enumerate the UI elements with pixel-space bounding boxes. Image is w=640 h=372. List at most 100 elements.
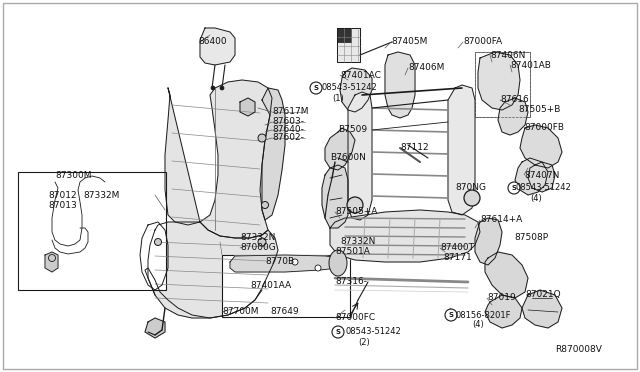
Text: 87401AC: 87401AC [340, 71, 381, 80]
Polygon shape [337, 28, 360, 62]
Text: 87501A: 87501A [335, 247, 370, 257]
Polygon shape [478, 52, 520, 110]
Text: 87012: 87012 [48, 190, 77, 199]
Circle shape [211, 86, 215, 90]
Text: 87614+A: 87614+A [480, 215, 522, 224]
Text: B7600N: B7600N [330, 154, 366, 163]
Text: B7509: B7509 [338, 125, 367, 135]
Bar [222, 255, 350, 317]
Text: R870008V: R870008V [555, 346, 602, 355]
Polygon shape [475, 218, 502, 265]
Text: 87112: 87112 [400, 144, 429, 153]
Text: 08543-51242: 08543-51242 [345, 327, 401, 337]
Text: 87649: 87649 [270, 308, 299, 317]
Polygon shape [322, 165, 348, 228]
Circle shape [258, 134, 266, 142]
Text: 87603-: 87603- [272, 118, 304, 126]
Polygon shape [498, 98, 528, 135]
Text: 87000G: 87000G [240, 244, 276, 253]
Text: 87407N: 87407N [524, 170, 559, 180]
Text: S: S [449, 312, 454, 318]
Text: S: S [335, 329, 340, 335]
Polygon shape [330, 210, 480, 262]
Polygon shape [148, 222, 278, 318]
Circle shape [258, 238, 266, 246]
Text: 87616: 87616 [500, 96, 529, 105]
Polygon shape [140, 222, 168, 290]
Circle shape [262, 202, 269, 208]
Text: 87300M: 87300M [55, 170, 92, 180]
Polygon shape [325, 128, 355, 170]
Polygon shape [515, 158, 548, 195]
Polygon shape [520, 125, 562, 168]
Text: 87405M: 87405M [391, 38, 428, 46]
Bar [18, 172, 166, 290]
Circle shape [347, 197, 363, 213]
Text: (1): (1) [332, 93, 344, 103]
Polygon shape [165, 80, 272, 238]
Circle shape [310, 82, 322, 94]
Text: 87508P: 87508P [514, 234, 548, 243]
Text: (4): (4) [472, 321, 484, 330]
Polygon shape [230, 255, 342, 272]
Circle shape [508, 182, 520, 194]
Text: 87332M: 87332M [83, 190, 120, 199]
Text: 87021Q: 87021Q [525, 291, 561, 299]
Circle shape [315, 265, 321, 271]
Polygon shape [262, 88, 285, 220]
Text: 870NG: 870NG [455, 183, 486, 192]
Polygon shape [348, 92, 372, 220]
Text: 87316-: 87316- [335, 278, 367, 286]
Text: 87000FC: 87000FC [335, 314, 375, 323]
Circle shape [49, 254, 56, 262]
Text: 87617M: 87617M [272, 108, 308, 116]
Text: 87640-: 87640- [272, 125, 304, 135]
Text: 86400: 86400 [198, 38, 227, 46]
Circle shape [464, 190, 480, 206]
Text: 87332N: 87332N [340, 237, 376, 247]
Text: 08156-8201F: 08156-8201F [456, 311, 511, 320]
Bar [337, 28, 351, 42]
Text: 8770B: 8770B [265, 257, 294, 266]
Text: 87406M: 87406M [408, 64, 444, 73]
Text: 87401AA: 87401AA [250, 280, 291, 289]
Polygon shape [45, 252, 58, 272]
Polygon shape [200, 28, 235, 65]
Text: 87332N: 87332N [240, 234, 275, 243]
Text: (4): (4) [530, 193, 541, 202]
Polygon shape [340, 68, 372, 112]
Text: 87019: 87019 [487, 294, 516, 302]
Polygon shape [240, 98, 255, 116]
Polygon shape [522, 290, 562, 328]
Circle shape [220, 86, 224, 90]
Polygon shape [448, 85, 475, 215]
Text: 08543-51242: 08543-51242 [516, 183, 572, 192]
Bar [475, 52, 530, 117]
Text: (2): (2) [358, 337, 370, 346]
Ellipse shape [329, 250, 347, 276]
Polygon shape [485, 252, 528, 298]
Bar [475, 52, 530, 117]
Text: 87000FA: 87000FA [463, 38, 502, 46]
Text: S: S [314, 85, 319, 91]
Text: 87700M: 87700M [222, 308, 259, 317]
Text: 87401AB: 87401AB [510, 61, 551, 70]
Circle shape [154, 238, 161, 246]
Text: 87171: 87171 [443, 253, 472, 263]
Text: S: S [511, 185, 516, 191]
Circle shape [445, 309, 457, 321]
Text: 87505+B: 87505+B [518, 106, 561, 115]
Text: 08543-51242: 08543-51242 [322, 83, 378, 93]
Text: 87400T: 87400T [440, 244, 474, 253]
Polygon shape [485, 295, 522, 328]
Text: 87000FB: 87000FB [524, 124, 564, 132]
Polygon shape [385, 52, 415, 118]
Text: 87602-: 87602- [272, 134, 304, 142]
Text: 87505+A: 87505+A [335, 208, 378, 217]
Text: 87406N: 87406N [490, 51, 525, 60]
Circle shape [332, 326, 344, 338]
Polygon shape [145, 318, 165, 338]
Polygon shape [528, 162, 555, 192]
Circle shape [292, 259, 298, 265]
Text: 87013: 87013 [48, 201, 77, 209]
